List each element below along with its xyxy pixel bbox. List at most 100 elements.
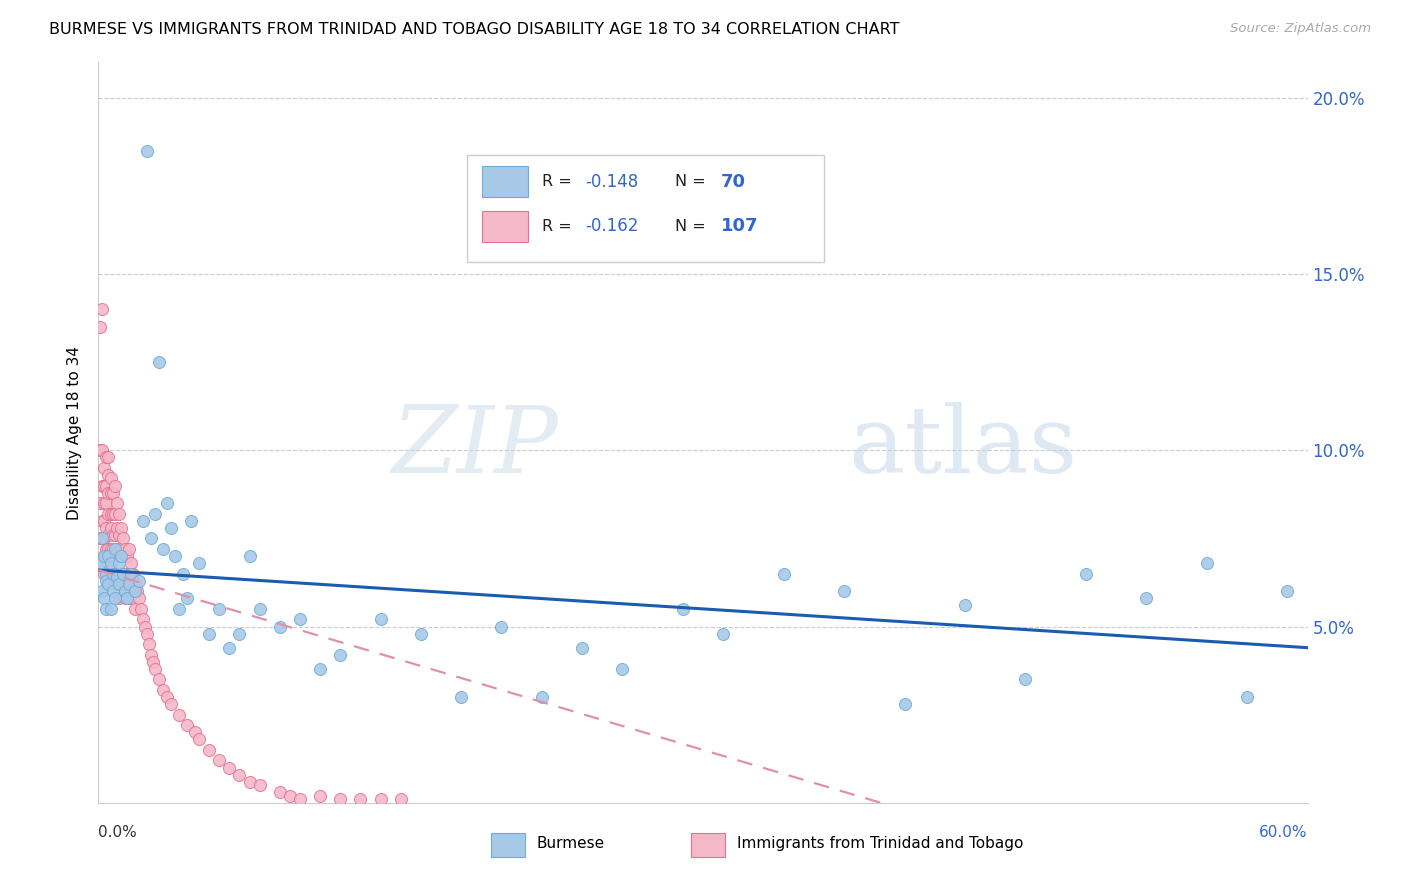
Text: N =: N = <box>675 219 711 234</box>
Text: ZIP: ZIP <box>391 402 558 492</box>
FancyBboxPatch shape <box>482 211 527 242</box>
FancyBboxPatch shape <box>467 155 824 262</box>
Point <box>349 792 371 806</box>
Point <box>105 541 128 556</box>
Point <box>93 461 115 475</box>
Point <box>278 789 301 803</box>
Point <box>89 496 111 510</box>
Point <box>100 471 122 485</box>
Text: atlas: atlas <box>848 402 1077 492</box>
Point <box>711 626 734 640</box>
Point <box>114 584 136 599</box>
Point <box>1135 591 1157 606</box>
Point <box>188 732 211 747</box>
Point <box>103 541 125 556</box>
Point <box>125 584 148 599</box>
Point <box>93 549 115 563</box>
Point <box>97 541 120 556</box>
Point <box>156 496 179 510</box>
Point <box>288 792 311 806</box>
Point <box>198 743 221 757</box>
Point <box>89 556 111 570</box>
Point <box>107 556 129 570</box>
Point <box>91 443 114 458</box>
Point <box>110 549 132 563</box>
Point <box>97 507 120 521</box>
Point <box>97 577 120 591</box>
Point <box>101 507 124 521</box>
Point <box>101 584 124 599</box>
Point <box>96 541 118 556</box>
Point <box>96 521 118 535</box>
Point <box>114 541 136 556</box>
Point <box>160 521 183 535</box>
Point <box>103 528 125 542</box>
Text: Source: ZipAtlas.com: Source: ZipAtlas.com <box>1230 22 1371 36</box>
Point <box>184 725 207 739</box>
Text: R =: R = <box>543 219 576 234</box>
Point <box>105 566 128 581</box>
Point <box>129 602 152 616</box>
Point <box>249 602 271 616</box>
Point <box>118 591 141 606</box>
Point <box>110 521 132 535</box>
Point <box>772 566 794 581</box>
Point <box>97 485 120 500</box>
Point <box>101 541 124 556</box>
Point <box>218 640 240 655</box>
Point <box>107 591 129 606</box>
Text: N =: N = <box>675 174 711 189</box>
Point <box>120 584 142 599</box>
Point <box>239 774 262 789</box>
Point <box>120 556 142 570</box>
Point <box>91 532 114 546</box>
Point <box>115 591 138 606</box>
Point <box>148 355 170 369</box>
Point <box>103 549 125 563</box>
Point <box>107 566 129 581</box>
FancyBboxPatch shape <box>492 833 526 857</box>
Point <box>121 591 143 606</box>
Point <box>103 577 125 591</box>
Text: 0.0%: 0.0% <box>98 825 138 840</box>
Point <box>1014 673 1036 687</box>
Text: Immigrants from Trinidad and Tobago: Immigrants from Trinidad and Tobago <box>737 836 1024 851</box>
Point <box>111 577 134 591</box>
Point <box>100 521 122 535</box>
Point <box>198 626 221 640</box>
Point <box>142 655 165 669</box>
Point <box>288 612 311 626</box>
Point <box>450 690 472 704</box>
Point <box>114 566 136 581</box>
Point <box>110 541 132 556</box>
Point <box>101 528 124 542</box>
Point <box>491 619 513 633</box>
Point <box>100 566 122 581</box>
Point <box>132 514 155 528</box>
Text: 70: 70 <box>721 173 747 191</box>
Point <box>893 697 915 711</box>
Point <box>156 690 179 704</box>
Text: R =: R = <box>543 174 576 189</box>
Point <box>107 507 129 521</box>
Point <box>180 514 202 528</box>
Point <box>612 662 634 676</box>
Point <box>118 566 141 581</box>
Point <box>103 591 125 606</box>
Point <box>91 514 114 528</box>
Point <box>249 778 271 792</box>
Point <box>105 496 128 510</box>
Point <box>93 566 115 581</box>
Point <box>953 599 976 613</box>
Point <box>370 792 392 806</box>
Point <box>89 532 111 546</box>
Point <box>139 532 162 546</box>
FancyBboxPatch shape <box>690 833 724 857</box>
Point <box>100 541 122 556</box>
Point <box>96 574 118 588</box>
Point <box>93 532 115 546</box>
Point <box>96 496 118 510</box>
Point <box>134 619 156 633</box>
Point <box>101 566 124 581</box>
Point <box>239 549 262 563</box>
